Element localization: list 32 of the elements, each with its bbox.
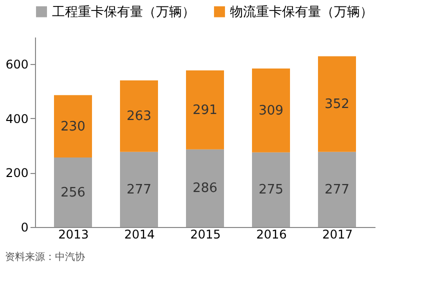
bar	[186, 149, 224, 227]
x-tick-label: 2016	[256, 228, 287, 242]
y-tick-label: 400	[6, 112, 28, 126]
data-label: 230	[60, 119, 86, 134]
data-label: 277	[324, 182, 350, 198]
legend-label: 物流重卡保有量（万辆）	[230, 4, 373, 20]
bar	[252, 68, 290, 152]
x-tick-label: 2015	[190, 228, 221, 242]
data-label: 291	[192, 102, 218, 118]
y-tick-label: 200	[6, 166, 28, 180]
bar	[252, 152, 290, 227]
bar	[186, 70, 224, 150]
bar	[54, 158, 92, 227]
x-tick-label: 2017	[322, 228, 353, 242]
data-label: 352	[324, 97, 350, 112]
bar	[120, 152, 158, 227]
legend-label: 工程重卡保有量（万辆）	[52, 4, 195, 20]
data-label: 277	[126, 182, 152, 198]
data-label: 275	[258, 182, 284, 198]
bar	[318, 152, 356, 227]
data-label: 263	[126, 109, 152, 124]
text: 资料来源：中汽协	[5, 251, 86, 263]
bar	[318, 56, 356, 152]
data-label: 286	[192, 181, 218, 196]
data-label: 256	[60, 185, 86, 200]
x-tick-label: 2014	[124, 228, 155, 242]
data-label: 309	[258, 103, 284, 118]
y-tick-label: 0	[20, 220, 28, 234]
x-tick-label: 2013	[58, 228, 89, 242]
y-tick-label: 600	[6, 58, 28, 72]
bar	[54, 95, 92, 158]
bar	[120, 80, 158, 152]
